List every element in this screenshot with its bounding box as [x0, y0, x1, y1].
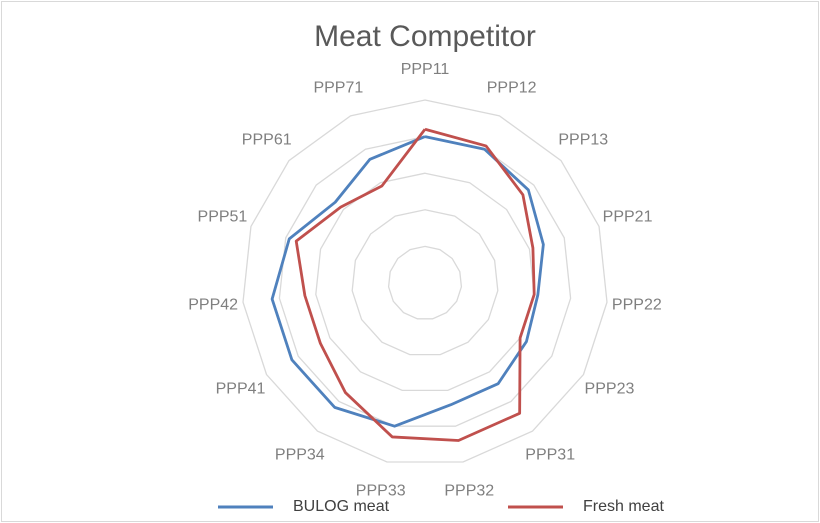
category-label: PPP32 — [444, 483, 494, 500]
category-label: PPP12 — [487, 80, 537, 97]
category-label: PPP71 — [313, 80, 363, 97]
category-label: PPP21 — [603, 208, 653, 225]
legend-label: Fresh meat — [583, 498, 664, 515]
series-line — [270, 135, 545, 428]
category-label: PPP13 — [558, 132, 608, 149]
grid-ring — [242, 99, 608, 463]
grid-ring — [315, 172, 535, 392]
category-label: PPP51 — [198, 208, 248, 225]
grid-ring — [278, 135, 572, 427]
series-line — [294, 127, 536, 442]
category-label: PPP23 — [585, 381, 635, 398]
legend-label: BULOG meat — [293, 498, 390, 515]
category-label: PPP22 — [612, 296, 662, 313]
grid-ring — [387, 245, 463, 320]
chart-title: Meat Competitor — [314, 20, 536, 53]
category-label: PPP11 — [401, 61, 450, 78]
grid-ring — [351, 209, 499, 356]
category-label: PPP31 — [525, 447, 575, 464]
category-label: PPP41 — [216, 381, 266, 398]
category-label: PPP42 — [188, 296, 238, 313]
category-label: PPP33 — [356, 483, 406, 500]
category-label: PPP34 — [275, 447, 325, 464]
category-label: PPP61 — [242, 132, 292, 149]
